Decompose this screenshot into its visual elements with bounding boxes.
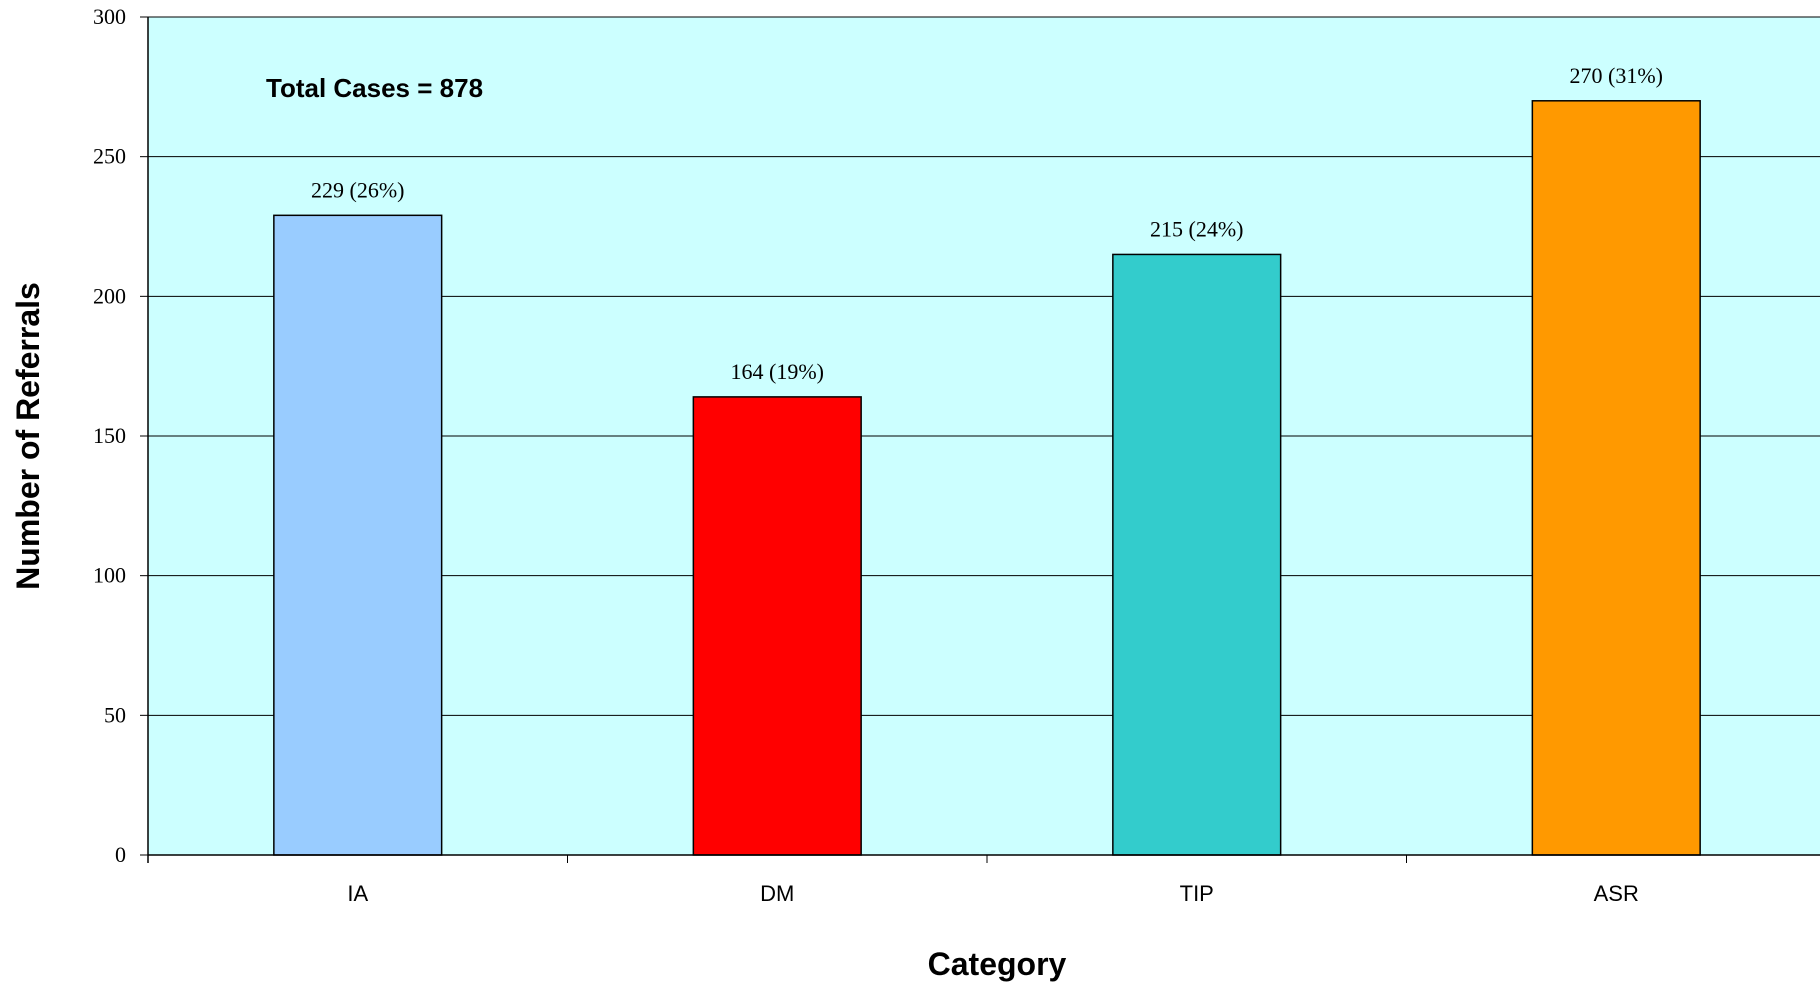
y-tick-label: 200 — [93, 283, 126, 308]
bar-tip — [1112, 253, 1282, 856]
bar-asr — [1531, 100, 1701, 856]
data-label-asr: 270 (31%) — [1570, 63, 1663, 88]
data-label-tip: 215 (24%) — [1150, 216, 1243, 241]
data-labels: 229 (26%) 164 (19%) 215 (24%) 270 (31%) — [311, 63, 1663, 384]
y-tick-labels: 0 50 100 150 200 250 300 — [93, 4, 126, 867]
y-tick-label: 250 — [93, 144, 126, 169]
bar-dm — [692, 396, 862, 856]
x-tick-label-dm: DM — [760, 881, 794, 906]
data-label-ia: 229 (26%) — [311, 177, 404, 202]
axes — [140, 16, 1820, 863]
x-axis-title: Category — [928, 946, 1067, 982]
bar-ia — [273, 214, 443, 856]
x-tick-labels: IA DM TIP ASR — [347, 881, 1639, 906]
x-tick-label-asr: ASR — [1594, 881, 1639, 906]
y-tick-label: 50 — [104, 702, 126, 727]
y-tick-label: 0 — [115, 842, 126, 867]
x-tick-label-tip: TIP — [1180, 881, 1214, 906]
y-axis-title: Number of Referrals — [10, 282, 46, 590]
y-tick-label: 150 — [93, 423, 126, 448]
total-cases-annotation: Total Cases = 878 — [266, 73, 483, 103]
y-tick-label: 100 — [93, 563, 126, 588]
y-tick-label: 300 — [93, 4, 126, 29]
data-label-dm: 164 (19%) — [731, 359, 824, 384]
x-tick-label-ia: IA — [347, 881, 368, 906]
